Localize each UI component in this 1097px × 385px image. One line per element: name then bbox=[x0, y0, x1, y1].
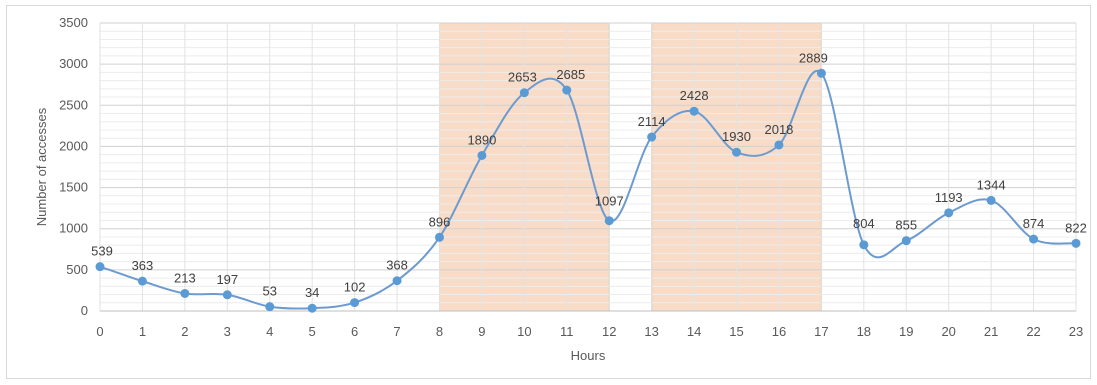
data-label: 102 bbox=[344, 280, 366, 295]
data-label: 2428 bbox=[680, 88, 709, 103]
x-tick-label: 7 bbox=[393, 324, 400, 339]
data-label: 363 bbox=[132, 258, 154, 273]
x-tick-label: 2 bbox=[181, 324, 188, 339]
data-label: 213 bbox=[174, 270, 196, 285]
data-point bbox=[986, 195, 996, 205]
data-point bbox=[689, 106, 699, 116]
x-tick-label: 20 bbox=[941, 324, 955, 339]
data-label: 1930 bbox=[722, 129, 751, 144]
data-point bbox=[434, 232, 444, 242]
data-point bbox=[774, 140, 784, 150]
x-tick-label: 11 bbox=[560, 324, 574, 339]
data-point bbox=[1071, 238, 1081, 248]
data-point bbox=[647, 132, 657, 142]
data-point bbox=[307, 303, 317, 313]
series-line bbox=[99, 69, 1077, 310]
data-point bbox=[519, 88, 529, 98]
highlight-bands bbox=[438, 22, 822, 312]
y-tick-label: 1500 bbox=[59, 180, 88, 195]
x-tick-label: 21 bbox=[984, 324, 998, 339]
data-point bbox=[859, 240, 869, 250]
data-label: 2114 bbox=[638, 114, 666, 129]
data-label: 2685 bbox=[556, 67, 585, 82]
data-label: 368 bbox=[386, 258, 408, 273]
y-tick-label: 3000 bbox=[59, 56, 88, 71]
x-tick-label: 9 bbox=[478, 324, 485, 339]
x-tick-label: 1 bbox=[139, 324, 146, 339]
data-point bbox=[1029, 234, 1039, 244]
data-label: 1890 bbox=[467, 132, 496, 147]
data-label: 874 bbox=[1023, 216, 1045, 231]
data-label: 1193 bbox=[935, 190, 963, 205]
markers bbox=[95, 68, 1081, 313]
x-tick-label: 3 bbox=[224, 324, 231, 339]
data-point bbox=[604, 216, 614, 226]
data-label: 539 bbox=[91, 244, 113, 259]
x-tick-label: 16 bbox=[772, 324, 786, 339]
data-labels: 539 363 213 197 53 34 102 368 896 1890 2653 2685 109… bbox=[91, 50, 1087, 300]
x-axis-title: Hours bbox=[571, 348, 606, 363]
x-tick-label: 12 bbox=[602, 324, 616, 339]
x-tick-label: 18 bbox=[857, 324, 871, 339]
data-label: 2889 bbox=[799, 50, 828, 65]
data-point bbox=[222, 290, 232, 300]
y-tick-label: 1000 bbox=[59, 221, 88, 236]
data-point bbox=[816, 68, 826, 78]
data-point bbox=[95, 262, 105, 272]
data-label: 53 bbox=[263, 284, 277, 299]
data-label: 896 bbox=[429, 214, 451, 229]
data-point bbox=[180, 288, 190, 298]
data-label: 34 bbox=[305, 285, 319, 300]
data-point bbox=[562, 85, 572, 95]
x-tick-label: 23 bbox=[1069, 324, 1083, 339]
y-tick-label: 0 bbox=[81, 303, 88, 318]
data-label: 822 bbox=[1065, 220, 1087, 235]
y-tick-label: 500 bbox=[66, 262, 88, 277]
x-tick-label: 4 bbox=[266, 324, 273, 339]
x-tick-label: 8 bbox=[436, 324, 443, 339]
x-tick-label: 5 bbox=[309, 324, 316, 339]
data-label: 1097 bbox=[595, 194, 624, 209]
y-tick-label: 2000 bbox=[59, 138, 88, 153]
x-tick-label: 14 bbox=[687, 324, 701, 339]
data-label: 1344 bbox=[977, 177, 1006, 192]
data-point bbox=[944, 208, 954, 218]
x-tick-label: 17 bbox=[814, 324, 828, 339]
x-tick-label: 6 bbox=[351, 324, 358, 339]
y-tick-label: 2500 bbox=[59, 97, 88, 112]
data-point bbox=[901, 236, 911, 246]
data-point bbox=[265, 302, 275, 312]
data-label: 855 bbox=[895, 218, 917, 233]
x-tick-label: 15 bbox=[729, 324, 743, 339]
x-tick-label: 13 bbox=[644, 324, 658, 339]
x-tick-label: 22 bbox=[1026, 324, 1040, 339]
data-label: 2653 bbox=[508, 70, 537, 85]
data-label: 2018 bbox=[764, 122, 793, 137]
y-axis-title: Number of accesses bbox=[34, 107, 49, 226]
x-tick-label: 10 bbox=[517, 324, 531, 339]
data-label: 197 bbox=[216, 272, 238, 287]
x-tick-label: 19 bbox=[899, 324, 913, 339]
data-point bbox=[392, 276, 402, 286]
x-tick-label: 0 bbox=[96, 324, 103, 339]
data-point bbox=[137, 276, 147, 286]
series-line-group bbox=[99, 69, 1077, 310]
data-point bbox=[477, 150, 487, 160]
data-point bbox=[732, 147, 742, 157]
data-label: 804 bbox=[853, 216, 875, 231]
data-point bbox=[350, 298, 360, 308]
y-tick-label: 3500 bbox=[59, 15, 88, 30]
